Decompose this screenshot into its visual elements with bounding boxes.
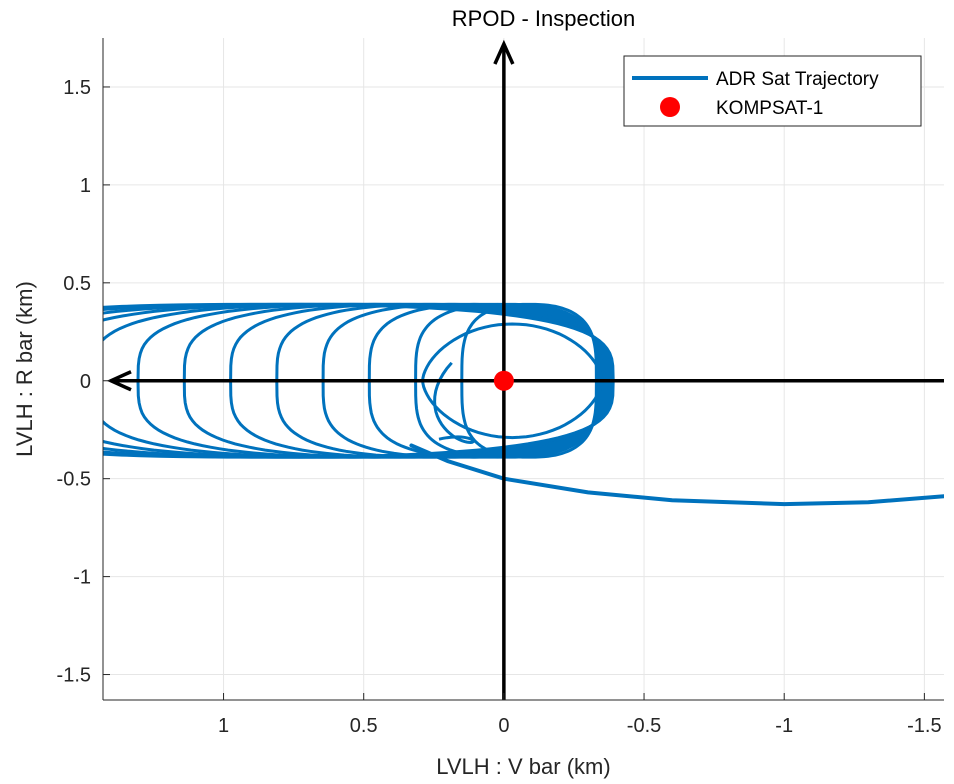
y-tick-label: 1.5 — [63, 77, 91, 99]
y-tick-label: 0.5 — [63, 273, 91, 295]
trajectory-inner-spiral — [433, 361, 475, 445]
tick-labels: 1 0.5 0 -0.5 -1 -1.5 -1.5 -1 -0.5 0 0.5 1 1.5 — [57, 77, 942, 737]
y-tick-label: -0.5 — [57, 469, 91, 491]
x-axis-label: LVLH : V bar (km) — [436, 754, 610, 779]
v-bar-arrow-head — [106, 370, 132, 392]
x-tick-label: -1.5 — [907, 715, 941, 737]
legend-label-kompsat: KOMPSAT-1 — [716, 98, 823, 119]
legend-dot-symbol — [660, 97, 680, 117]
y-axis-label: LVLH : R bar (km) — [12, 281, 37, 457]
r-bar-arrow-head — [493, 39, 515, 65]
kompsat-1-marker — [493, 370, 514, 391]
plot-area — [103, 39, 944, 700]
x-tick-label: -0.5 — [627, 715, 661, 737]
x-tick-label: -1 — [775, 715, 793, 737]
y-tick-label: 1 — [80, 175, 91, 197]
y-tick-label: 0 — [80, 371, 91, 393]
y-tick-label: -1.5 — [57, 665, 91, 687]
grid-lines — [103, 38, 944, 700]
x-tick-label: 0 — [498, 715, 509, 737]
legend: ADR Sat Trajectory KOMPSAT-1 — [623, 55, 922, 127]
legend-label-trajectory: ADR Sat Trajectory — [716, 69, 879, 90]
axes-box — [102, 38, 944, 701]
x-tick-label: 0.5 — [350, 715, 378, 737]
x-tick-label: 1 — [218, 715, 229, 737]
chart-title: RPOD - Inspection — [452, 6, 635, 31]
trajectory-approach-arc — [409, 443, 944, 507]
y-tick-label: -1 — [73, 567, 91, 589]
